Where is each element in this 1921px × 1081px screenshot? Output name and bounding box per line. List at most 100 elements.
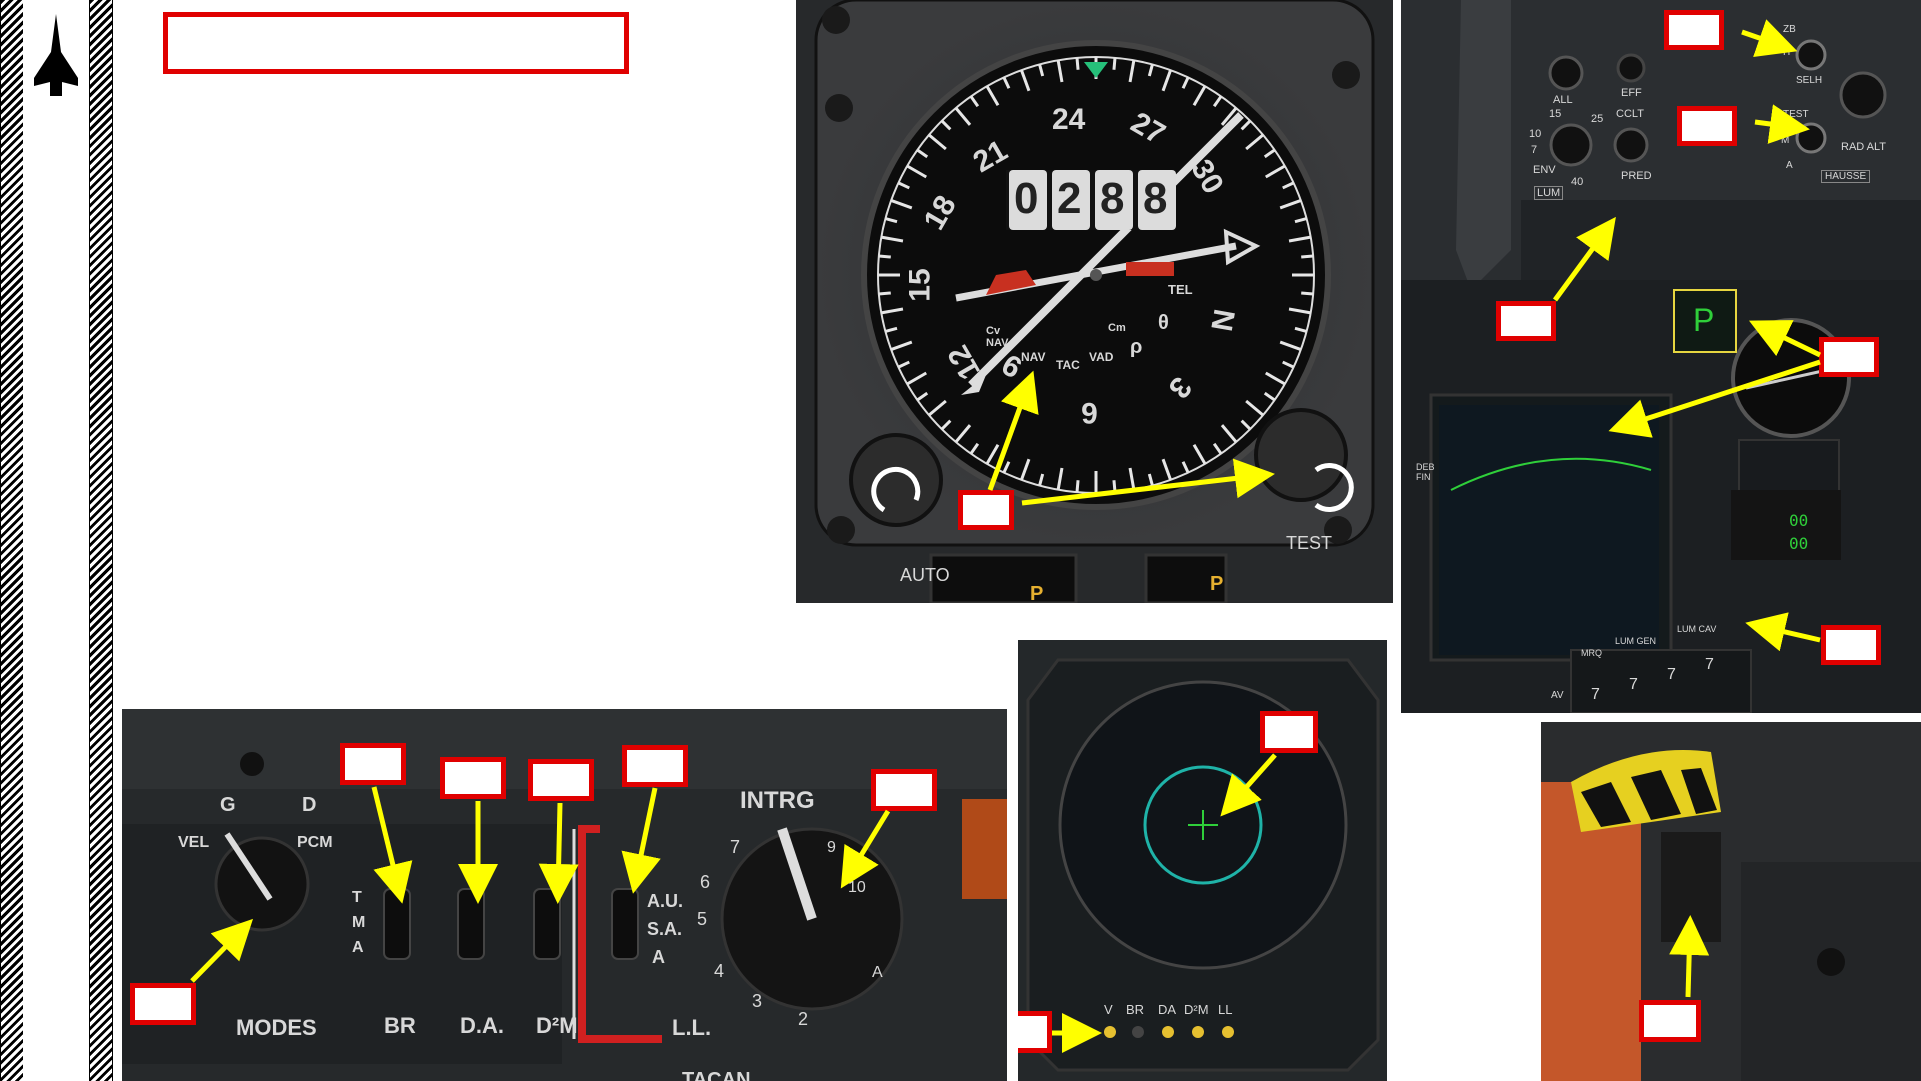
auto-label: AUTO [900,565,950,585]
jet-silhouette-icon [34,14,78,96]
compass-tick [1181,461,1190,474]
callout-box [1639,1000,1701,1042]
scale-value: 7 [1531,144,1538,156]
h-label: H [1783,47,1791,58]
compass-tick [1282,360,1295,369]
compass-tick [1128,60,1136,83]
title-box [163,12,629,74]
compass-tick [1075,480,1080,493]
hsi-tac-label: TAC [1056,358,1080,372]
compass-tick [890,340,913,351]
scale-value: 10 [1529,128,1542,140]
callout-box [1018,1011,1052,1053]
compass-tick [1161,458,1172,481]
compass-tick [1263,148,1276,159]
compass-tick [969,95,980,108]
compass-tick [1212,95,1223,108]
callout-box [958,490,1014,530]
callout-box [1677,106,1737,146]
compass-tick [897,360,910,369]
compass-tick [940,419,952,431]
compass-label: 30 [1184,154,1230,200]
callout-box [1260,711,1318,753]
compass-tick [885,326,898,333]
modes-label: MODES [236,1015,317,1040]
compass-tick [878,291,891,296]
dial-number: 5 [697,909,708,929]
compass-tick [1294,326,1307,333]
lum-gen-label: LUM GEN [1615,636,1657,646]
dial-number: A [872,964,883,981]
a-label: A [1786,160,1793,171]
cockpit-panel: ZB H SELH ALL EFF CCLT TEST M A RAD ALT … [1401,0,1921,713]
scope-light-label: BR [1126,1002,1145,1017]
tma-t-label: T [352,889,362,906]
compass-label: 6 [1081,396,1098,429]
env-label: ENV [1533,164,1556,176]
p-callout-box [1673,289,1737,353]
digit-drum: 7 [1667,666,1676,683]
hsi-counter-digit: 0 [1014,174,1039,223]
compass-label: 12 [941,339,987,385]
deb-fin-label: DEB FIN [1416,462,1435,482]
compass-tick [897,181,910,190]
digit-drum: 7 [1705,656,1714,673]
compass-tick [1075,57,1080,70]
hsi-vad-label: VAD [1089,350,1114,364]
br-label: BR [384,1013,416,1038]
right-hatch-stripe [89,0,113,1081]
ll-label: L.L. [672,1015,712,1040]
compass-tick [1264,371,1286,386]
compass-tick [1020,69,1031,92]
av-label: AV [1551,690,1564,701]
hsi-cm-label: Cm [1108,322,1126,334]
dial-number: 4 [714,961,725,981]
compass-tick [969,442,980,455]
dial-number: 9 [827,839,836,856]
compass-label: N [1204,306,1241,334]
compass-tick [1161,69,1172,92]
compass-label: 18 [917,190,963,236]
compass-label: 27 [1125,105,1171,152]
compass-tick [1020,458,1031,481]
compass-tick [1240,119,1252,131]
compass-tick [1279,199,1302,210]
compass-tick [985,85,1000,107]
callout-box [340,743,406,785]
compass-tick [1147,473,1154,486]
hsi-theta-label: θ [1158,312,1169,334]
scale-value: 15 [1549,108,1562,120]
compass-tick [1245,133,1264,151]
compass-tick [1112,57,1117,70]
dial-number: 3 [752,991,763,1011]
hsi-counter-digit: 8 [1143,174,1168,223]
digit-drum: 7 [1591,686,1600,703]
compass-label: 15 [903,268,937,302]
compass-tick [1240,419,1252,431]
dial-number: 7 [730,837,741,857]
compass-tick [916,148,929,159]
scope-light-label: DA [1158,1002,1177,1017]
dial-number: 6 [700,872,711,892]
rad-alt-label: RAD ALT [1841,141,1887,153]
intrg-label: INTRG [740,787,815,814]
mrq-label: MRQ [1581,648,1602,658]
compass-tick [1263,391,1276,402]
selh-label: SELH [1796,75,1823,86]
tacan-panel: G D VEL PCM T M A MODES BR D.A. D²M INTR… [122,709,1007,1081]
compass-tick [878,254,891,259]
compass-tick [940,119,952,131]
compass-label: 21 [967,133,1014,180]
compass-tick [1245,399,1264,417]
sa-label: S.A. [647,919,683,939]
hsi-instrument [814,0,1375,603]
da-label: D.A. [460,1013,504,1038]
compass-tick [881,235,904,243]
compass-tick [1147,64,1154,77]
compass-label: 24 [1052,103,1086,136]
compass-tick [1192,85,1207,107]
hsi-panel: 0 2 8 8 24 27 30 N 3 6 9 12 15 18 21 TEL… [796,0,1393,603]
test-label: TEST [1783,109,1809,120]
left-rail-white [23,0,89,1081]
p-callout-letter: P [1693,302,1715,338]
